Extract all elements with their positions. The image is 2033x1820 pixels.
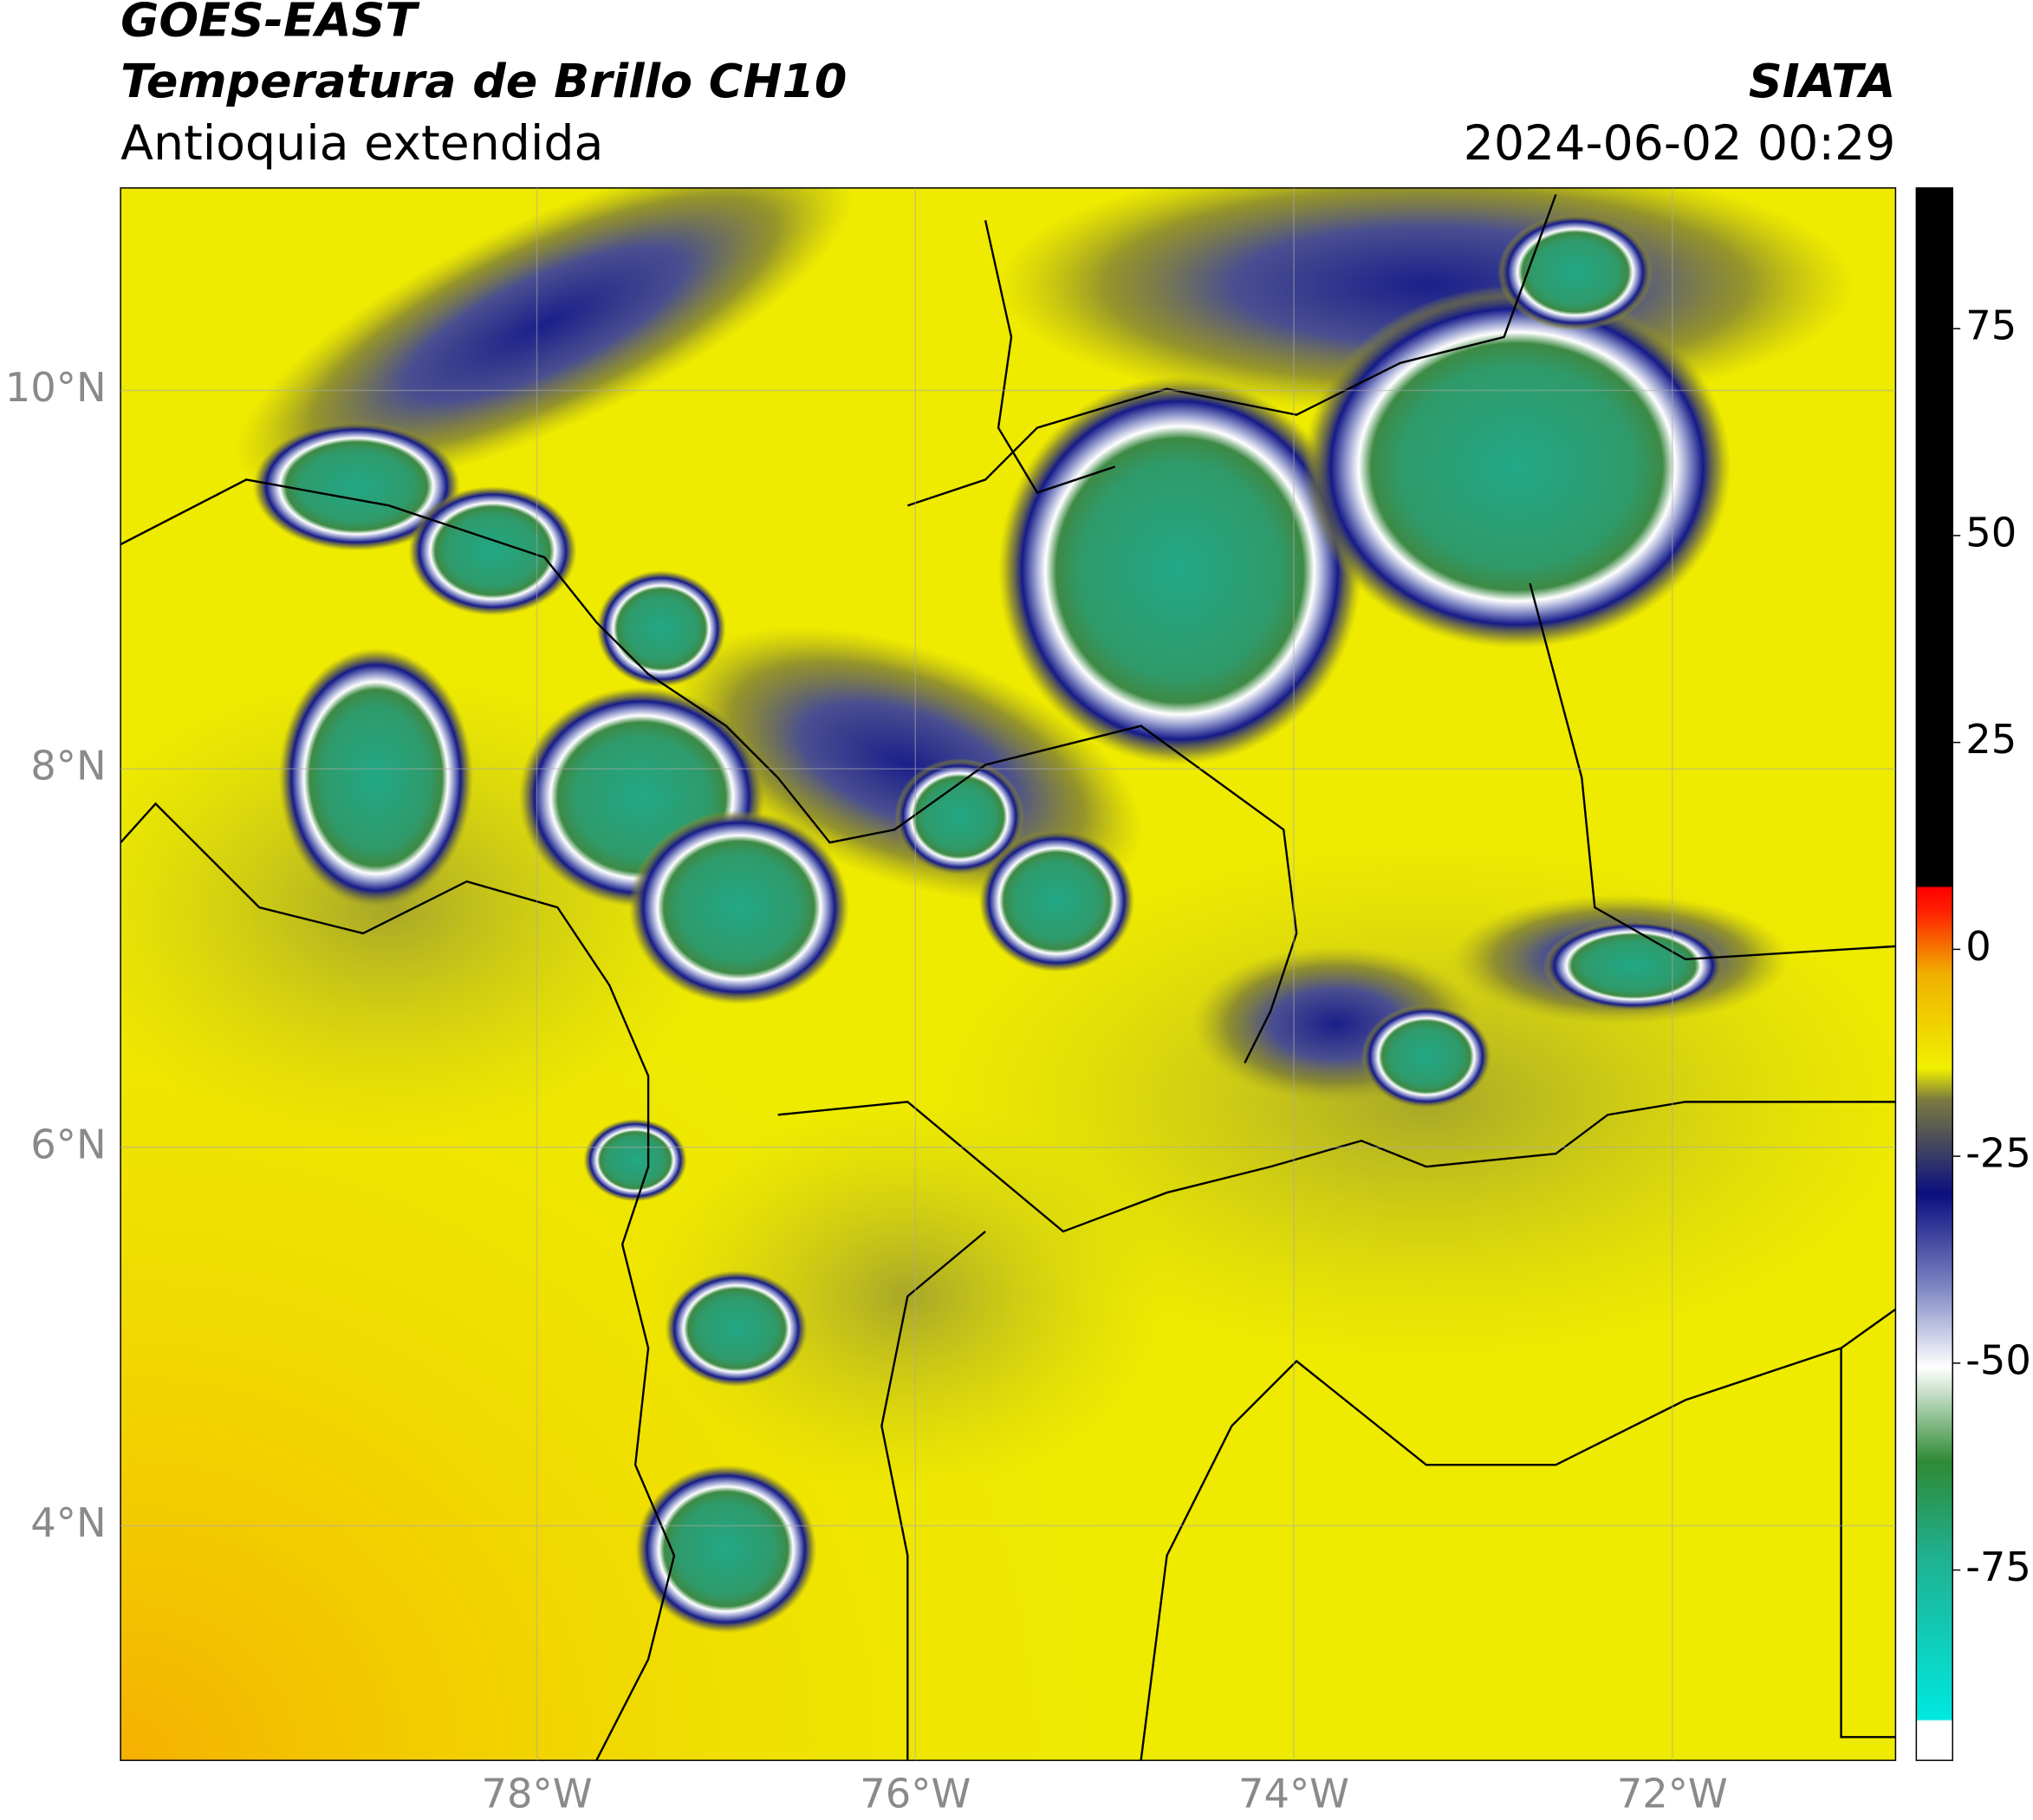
- colorbar-tick-label: 0: [1965, 923, 1991, 970]
- y-tick-label: 6°N: [30, 1121, 106, 1167]
- source: SIATA: [1749, 54, 1896, 108]
- x-tick-label: 76°W: [860, 1771, 971, 1817]
- y-tick-label: 4°N: [30, 1499, 106, 1546]
- x-tick-label: 78°W: [482, 1771, 593, 1817]
- colorbar-tick-label: -75: [1965, 1544, 2031, 1590]
- region: Antioquia extendida: [120, 116, 603, 172]
- y-tick-label: 10°N: [5, 364, 107, 411]
- x-tick-label: 72°W: [1617, 1771, 1728, 1817]
- colorbar: [1915, 187, 1953, 1761]
- x-tick-label: 74°W: [1238, 1771, 1349, 1817]
- datetime: 2024-06-02 00:29: [1464, 116, 1896, 172]
- subtitle: Temperatura de Brillo CH10: [120, 54, 847, 108]
- satellite-image: [120, 187, 1896, 1761]
- colorbar-tick-label: -25: [1965, 1130, 2031, 1177]
- colorbar-tick-label: 75: [1965, 302, 2017, 349]
- colorbar-tick-label: 50: [1965, 509, 2017, 556]
- map-frame: [120, 187, 1897, 1761]
- colorbar-tick-label: 25: [1965, 716, 2017, 763]
- y-tick-label: 8°N: [30, 743, 106, 790]
- colorbar-tick-label: -50: [1965, 1336, 2031, 1383]
- title: GOES-EAST: [120, 0, 420, 48]
